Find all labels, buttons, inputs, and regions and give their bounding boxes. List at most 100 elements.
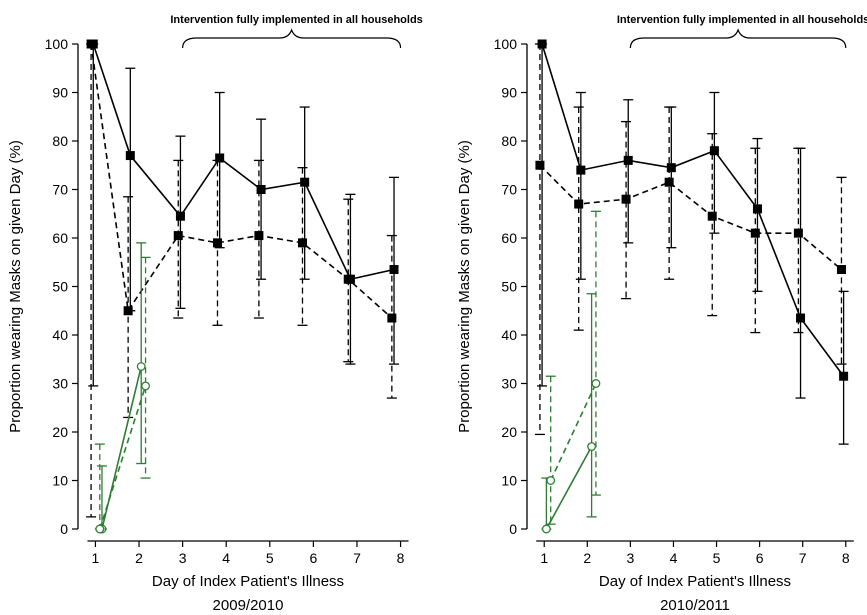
- x-tick-label: 8: [397, 550, 405, 566]
- series-1: [88, 39, 400, 387]
- implementation-brace: [182, 28, 402, 49]
- data-point: [123, 306, 133, 316]
- series-line: [549, 383, 597, 481]
- data-point: [793, 228, 803, 238]
- data-point: [587, 442, 597, 451]
- x-tick-label: 5: [266, 550, 274, 566]
- data-point: [839, 371, 849, 381]
- y-tick-label: 20: [501, 424, 517, 440]
- data-point: [623, 155, 633, 165]
- data-point: [300, 177, 310, 187]
- data-point: [215, 153, 225, 163]
- season-label: 2009/2010: [213, 597, 284, 614]
- y-axis-label: Proportion wearing Masks on given Day (%…: [456, 140, 473, 433]
- data-point: [535, 160, 545, 170]
- x-tick-label: 7: [799, 550, 807, 566]
- y-tick-label: 0: [60, 521, 68, 537]
- series-line: [541, 43, 845, 377]
- data-point: [709, 146, 719, 156]
- data-point: [95, 524, 105, 534]
- y-tick-label: 50: [501, 279, 517, 295]
- x-tick-label: 5: [713, 550, 721, 566]
- x-tick-label: 6: [309, 550, 317, 566]
- x-tick-label: 1: [540, 550, 548, 566]
- annotation-text: Intervention fully implemented in all ho…: [617, 14, 867, 26]
- x-tick-label: 4: [222, 550, 230, 566]
- series-line: [90, 43, 393, 319]
- y-tick-label: 50: [52, 279, 68, 295]
- implementation-brace: [629, 28, 847, 49]
- x-tick-label: 4: [670, 550, 678, 566]
- data-point: [212, 238, 222, 248]
- y-tick-label: 10: [52, 473, 68, 489]
- y-tick-label: 100: [45, 36, 69, 52]
- data-point: [750, 228, 760, 238]
- y-tick-label: 10: [501, 473, 517, 489]
- data-point: [591, 379, 601, 388]
- y-tick-label: 30: [501, 376, 517, 392]
- series-line: [99, 385, 147, 530]
- y-tick-label: 0: [509, 521, 517, 537]
- data-point: [707, 211, 717, 221]
- y-tick-label: 40: [501, 327, 517, 343]
- x-axis-label: Day of Index Patient's Illness: [152, 573, 344, 590]
- y-tick-label: 90: [501, 85, 517, 101]
- x-tick-label: 7: [353, 550, 361, 566]
- x-axis-label: Day of Index Patient's Illness: [599, 573, 791, 590]
- data-point: [541, 524, 551, 534]
- y-tick-label: 30: [52, 376, 68, 392]
- y-tick-label: 60: [52, 230, 68, 246]
- data-point: [86, 39, 96, 49]
- x-tick-label: 1: [92, 550, 100, 566]
- data-point: [256, 185, 266, 194]
- y-tick-label: 90: [52, 85, 68, 101]
- data-point: [125, 151, 135, 161]
- y-tick-label: 80: [501, 133, 517, 149]
- series-3: [96, 242, 147, 534]
- y-tick-label: 80: [52, 133, 68, 149]
- y-tick-label: 100: [494, 36, 518, 52]
- series-2: [86, 39, 397, 518]
- data-point: [621, 194, 631, 204]
- series-line: [545, 446, 593, 530]
- data-point: [752, 204, 762, 214]
- data-point: [666, 163, 676, 173]
- data-point: [576, 165, 586, 175]
- data-point: [141, 381, 151, 391]
- data-point: [173, 231, 183, 241]
- series-3: [541, 293, 597, 534]
- x-tick-label: 2: [583, 550, 591, 566]
- series-4: [545, 210, 601, 525]
- x-tick-label: 3: [626, 550, 634, 566]
- y-tick-label: 20: [52, 424, 68, 440]
- y-tick-label: 70: [501, 182, 517, 198]
- series-4: [94, 256, 151, 534]
- data-point: [664, 177, 674, 187]
- data-point: [836, 265, 846, 275]
- x-tick-label: 6: [756, 550, 764, 566]
- data-point: [254, 231, 264, 241]
- data-point: [389, 265, 399, 275]
- series-1: [537, 39, 849, 445]
- y-tick-label: 60: [501, 230, 517, 246]
- annotation-text: Intervention fully implemented in all ho…: [170, 14, 422, 26]
- x-tick-label: 3: [179, 550, 187, 566]
- chart-panel-1: 0 10 20 30 40 50 60 70 80 90 100 Proportion wearing…: [7, 14, 423, 614]
- data-point: [136, 362, 146, 371]
- season-label: 2010/2011: [660, 597, 730, 614]
- y-axis-label: Proportion wearing Masks on given Day (%…: [7, 140, 24, 433]
- data-point: [796, 313, 806, 323]
- series-line: [92, 43, 395, 281]
- x-tick-label: 8: [842, 550, 850, 566]
- data-point: [546, 476, 556, 485]
- series-line: [539, 164, 842, 271]
- data-point: [175, 211, 185, 221]
- series-line: [101, 366, 142, 530]
- y-tick-label: 40: [52, 327, 68, 343]
- data-point: [574, 199, 584, 209]
- chart-panel-2: 0 10 20 30 40 50 60 70 80 90 100 Proportion wearing…: [456, 14, 867, 614]
- x-tick-label: 2: [135, 550, 143, 566]
- series-2: [534, 43, 847, 436]
